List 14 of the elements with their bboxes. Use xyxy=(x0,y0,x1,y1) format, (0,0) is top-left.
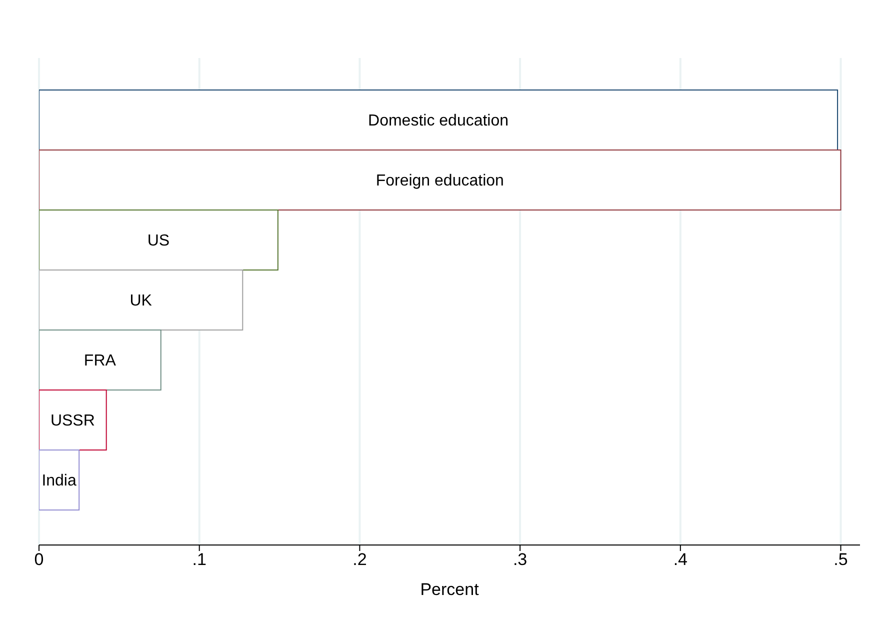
x-tick-label: .5 xyxy=(834,550,848,570)
y-tick-label: UK xyxy=(130,292,152,310)
y-tick-label: Domestic education xyxy=(368,112,509,130)
x-tick-label: .4 xyxy=(673,550,688,570)
y-tick-label: Foreign education xyxy=(376,172,504,190)
x-tick-label: 0 xyxy=(34,550,44,570)
y-tick-label: US xyxy=(147,232,170,250)
x-axis-title: Percent xyxy=(420,580,480,599)
y-tick-label: India xyxy=(42,472,76,490)
y-tick-label: FRA xyxy=(84,352,116,370)
x-tick-label: .2 xyxy=(352,550,367,570)
x-tick-label: .3 xyxy=(512,550,528,570)
x-tick-label: .1 xyxy=(192,550,206,570)
y-tick-label: USSR xyxy=(50,412,95,430)
